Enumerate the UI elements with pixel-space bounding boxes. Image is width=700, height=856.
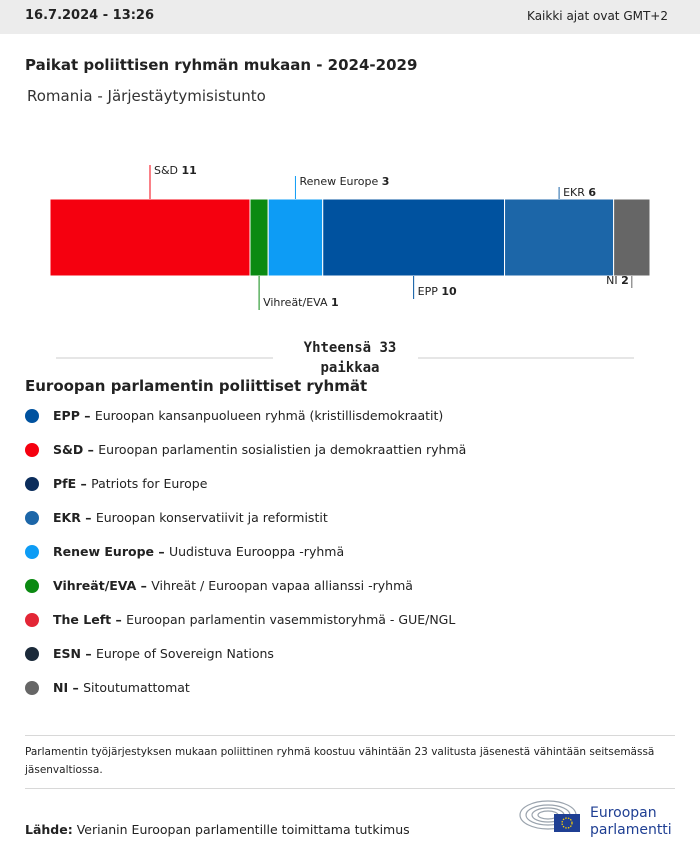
separator: – [68, 680, 84, 695]
legend-title: Euroopan parlamentin poliittiset ryhmät [25, 377, 368, 395]
bar-segment [504, 198, 615, 277]
legend-item: S&D – Euroopan parlamentin sosialistien … [25, 442, 466, 457]
logo-text: Euroopan [590, 805, 657, 821]
divider [25, 788, 675, 789]
category-name: S&D [154, 164, 178, 177]
source-label: Lähde: [25, 822, 73, 837]
value: 6 [588, 186, 596, 199]
legend-abbr: NI [53, 680, 69, 695]
timezone: Kaikki ajat ovat GMT+2 [527, 9, 668, 23]
separator: – [136, 578, 152, 593]
separator: – [83, 442, 99, 457]
value: 2 [621, 274, 629, 287]
header-bar [0, 0, 700, 34]
category-name: EPP [418, 285, 439, 298]
value-label: NI 2 [606, 274, 629, 287]
value-label: Vihreät/EVA 1 [263, 296, 339, 309]
legend-abbr: PfE [53, 476, 77, 491]
chart-title: Paikat poliittisen ryhmän mukaan - 2024-… [25, 56, 418, 74]
bar-segment [267, 198, 324, 277]
legend-dot [25, 443, 39, 457]
separator: – [79, 408, 95, 423]
legend-item: Vihreät/EVA – Vihreät / Euroopan vapaa a… [25, 578, 413, 593]
value-label: Renew Europe 3 [299, 175, 389, 188]
value-label: S&D 11 [154, 164, 197, 177]
legend-abbr: The Left [53, 612, 112, 627]
total-label: Yhteensä 33 paikkaa [303, 340, 397, 376]
separator: – [76, 476, 92, 491]
note: Parlamentin työjärjestyksen mukaan polii… [25, 746, 655, 776]
legend-item: Renew Europe – Uudistuva Eurooppa -ryhmä [25, 544, 344, 559]
legend-desc: Uudistuva Eurooppa -ryhmä [168, 544, 345, 559]
legend-abbr: Vihreät/EVA [53, 578, 137, 593]
legend-desc: Europe of Sovereign Nations [95, 646, 274, 661]
category-name: Vihreät/EVA [263, 296, 328, 309]
value: 11 [182, 164, 197, 177]
legend-desc: Vihreät / Euroopan vapaa allianssi -ryhm… [151, 578, 413, 593]
bar-segment [322, 198, 506, 277]
bar-segment [249, 198, 269, 277]
legend-desc: Euroopan parlamentin vasemmistoryhmä - G… [126, 612, 456, 627]
timestamp: 16.7.2024 - 13:26 [25, 8, 155, 23]
value: 1 [331, 296, 339, 309]
source-text: Verianin Euroopan parlamentille toimitta… [76, 822, 410, 837]
value-label: EKR 6 [563, 186, 596, 199]
legend-item: EKR – Euroopan konservatiivit ja reformi… [25, 510, 328, 525]
separator: – [154, 544, 169, 559]
legend-dot [25, 545, 39, 559]
legend-dot [25, 579, 39, 593]
separator: – [81, 646, 96, 661]
legend-desc: Euroopan parlamentin sosialistien ja dem… [98, 442, 467, 457]
value: 10 [441, 285, 457, 298]
legend-item: PfE – Patriots for Europe [25, 476, 207, 491]
bar-segment [613, 198, 651, 277]
legend-desc: Euroopan kansanpuolueen ryhmä (kristilli… [94, 408, 444, 423]
legend-dot [25, 511, 39, 525]
legend-desc: Patriots for Europe [91, 476, 208, 491]
logo-text: parlamentti [590, 822, 672, 838]
chart-subtitle: Romania - Järjestäytymisistunto [27, 87, 266, 105]
legend-desc: Euroopan konservatiivit ja reformistit [95, 510, 328, 525]
logo-flag [554, 814, 580, 832]
separator: – [80, 510, 96, 525]
legend-item: ESN – Europe of Sovereign Nations [25, 646, 274, 661]
legend-abbr: Renew Europe [53, 544, 154, 559]
value: 3 [382, 175, 390, 188]
category-name: EKR [563, 186, 585, 199]
value-label: EPP 10 [418, 285, 457, 298]
category-name: NI [606, 274, 617, 287]
logo-stars [561, 817, 573, 829]
legend-desc: Sitoutumattomat [83, 680, 190, 695]
legend-abbr: EPP [53, 408, 80, 423]
legend-item: NI – Sitoutumattomat [25, 680, 190, 695]
category-name: Renew Europe [299, 175, 378, 188]
legend-dot [25, 409, 39, 423]
legend-abbr: ESN [53, 646, 82, 661]
legend-item: The Left – Euroopan parlamentin vasemmis… [25, 612, 455, 627]
legend-dot [25, 647, 39, 661]
legend-dot [25, 681, 39, 695]
bar-segment [49, 198, 251, 277]
divider [25, 735, 675, 736]
legend-item: EPP – Euroopan kansanpuolueen ryhmä (kri… [25, 408, 443, 423]
legend-dot [25, 613, 39, 627]
logo: Euroopan parlamentti [519, 800, 672, 838]
legend-abbr: EKR [53, 510, 81, 525]
legend-dot [25, 477, 39, 491]
separator: – [111, 612, 127, 627]
legend-abbr: S&D [53, 442, 84, 457]
source: Lähde: Verianin Euroopan parlamentille t… [25, 822, 410, 837]
